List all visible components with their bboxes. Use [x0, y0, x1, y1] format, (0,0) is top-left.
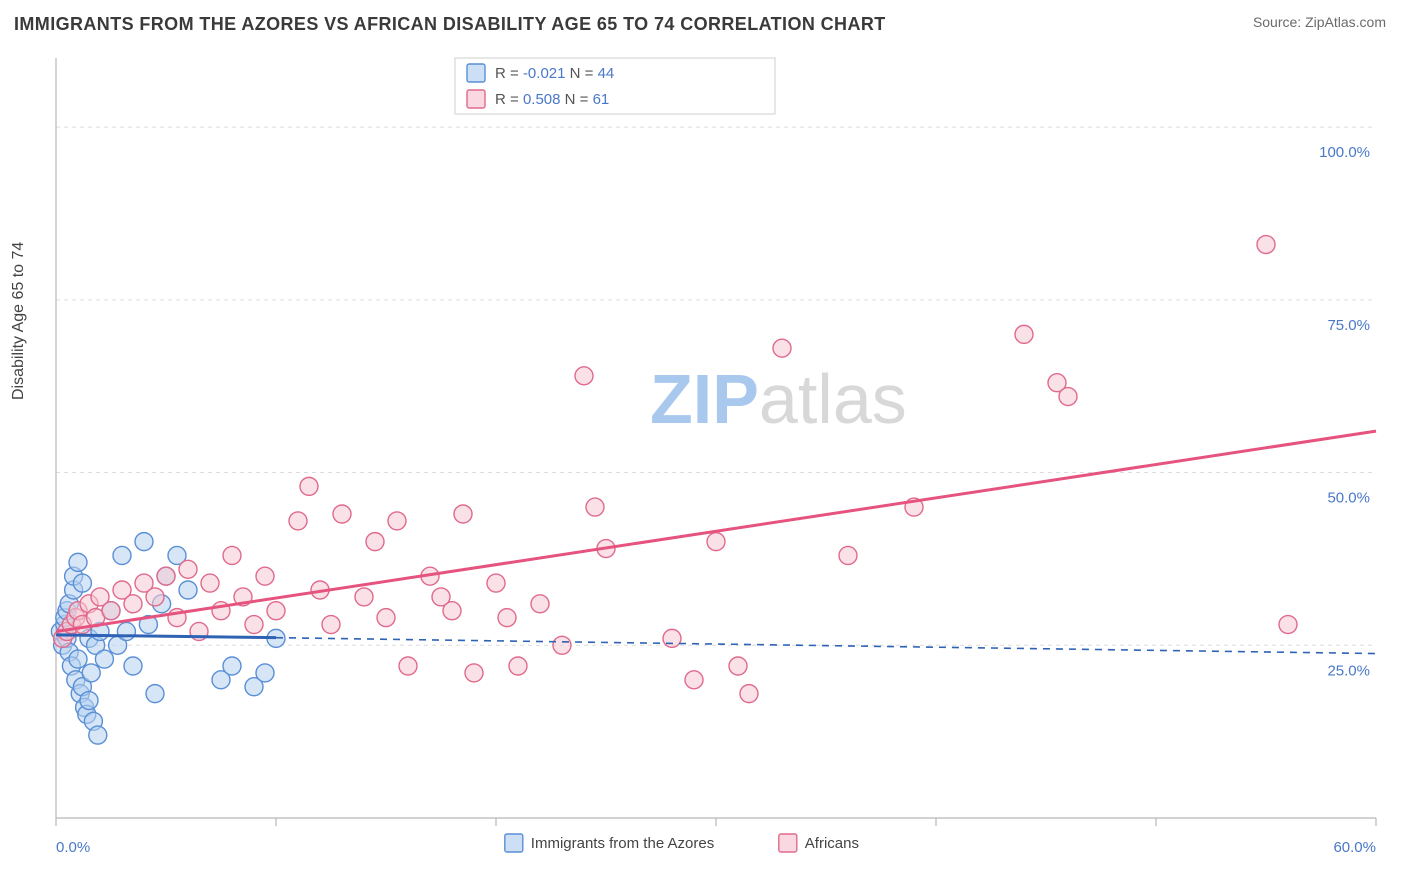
- data-point: [740, 685, 758, 703]
- data-point: [89, 726, 107, 744]
- data-point: [531, 595, 549, 613]
- y-tick-label: 75.0%: [1327, 317, 1370, 334]
- y-tick-label: 25.0%: [1327, 662, 1370, 679]
- data-point: [223, 546, 241, 564]
- stats-swatch: [467, 90, 485, 108]
- data-point: [773, 339, 791, 357]
- data-point: [333, 505, 351, 523]
- chart-title: IMMIGRANTS FROM THE AZORES VS AFRICAN DI…: [14, 14, 886, 35]
- data-point: [73, 574, 91, 592]
- data-point: [146, 685, 164, 703]
- stats-swatch: [467, 64, 485, 82]
- source-label: Source:: [1253, 14, 1301, 30]
- data-point: [289, 512, 307, 530]
- data-point: [355, 588, 373, 606]
- data-point: [707, 533, 725, 551]
- data-point: [245, 616, 263, 634]
- data-point: [124, 657, 142, 675]
- legend-label: Africans: [805, 835, 859, 852]
- data-point: [399, 657, 417, 675]
- source-value: ZipAtlas.com: [1305, 14, 1386, 30]
- legend-swatch: [505, 834, 523, 852]
- data-point: [179, 581, 197, 599]
- data-point: [498, 609, 516, 627]
- data-point: [113, 546, 131, 564]
- scatter-chart-svg: 25.0% 50.0% 75.0% 100.0% ZIPatlas 0.0% 60.0% R …: [0, 48, 1406, 892]
- data-point: [179, 560, 197, 578]
- data-point: [366, 533, 384, 551]
- data-point: [124, 595, 142, 613]
- chart-area: 25.0% 50.0% 75.0% 100.0% ZIPatlas 0.0% 60.0% R …: [0, 48, 1406, 892]
- data-point: [157, 567, 175, 585]
- y-tick-label: 100.0%: [1319, 144, 1370, 161]
- legend-bottom: Immigrants from the Azores Africans: [505, 834, 859, 852]
- data-point: [1279, 616, 1297, 634]
- data-point: [443, 602, 461, 620]
- data-point: [102, 602, 120, 620]
- data-point: [69, 650, 87, 668]
- data-point: [663, 629, 681, 647]
- x-tick-label: 0.0%: [56, 839, 90, 856]
- chart-header: IMMIGRANTS FROM THE AZORES VS AFRICAN DI…: [0, 0, 1406, 48]
- data-point: [465, 664, 483, 682]
- data-point: [117, 622, 135, 640]
- data-point: [300, 477, 318, 495]
- data-point: [256, 567, 274, 585]
- data-point: [1257, 236, 1275, 254]
- data-point: [553, 636, 571, 654]
- data-point: [267, 602, 285, 620]
- y-tick-label: 50.0%: [1327, 490, 1370, 507]
- data-point: [1059, 388, 1077, 406]
- data-point: [95, 650, 113, 668]
- data-point: [223, 657, 241, 675]
- data-point: [575, 367, 593, 385]
- legend-swatch: [779, 834, 797, 852]
- data-point: [685, 671, 703, 689]
- stats-row: R = -0.021 N = 44: [495, 65, 614, 82]
- data-point: [509, 657, 527, 675]
- data-point: [135, 533, 153, 551]
- data-point: [201, 574, 219, 592]
- data-point: [146, 588, 164, 606]
- data-point: [69, 553, 87, 571]
- data-point: [377, 609, 395, 627]
- watermark: ZIPatlas: [650, 360, 907, 438]
- source-attribution: Source: ZipAtlas.com: [1253, 14, 1386, 30]
- data-point: [1015, 325, 1033, 343]
- data-point: [322, 616, 340, 634]
- data-point: [454, 505, 472, 523]
- data-point: [839, 546, 857, 564]
- data-point: [82, 664, 100, 682]
- data-point: [729, 657, 747, 675]
- x-tick-label: 60.0%: [1333, 839, 1376, 856]
- data-point: [586, 498, 604, 516]
- data-point: [487, 574, 505, 592]
- stats-row: R = 0.508 N = 61: [495, 91, 609, 108]
- data-point: [256, 664, 274, 682]
- data-point: [388, 512, 406, 530]
- data-point: [80, 692, 98, 710]
- legend-label: Immigrants from the Azores: [531, 835, 714, 852]
